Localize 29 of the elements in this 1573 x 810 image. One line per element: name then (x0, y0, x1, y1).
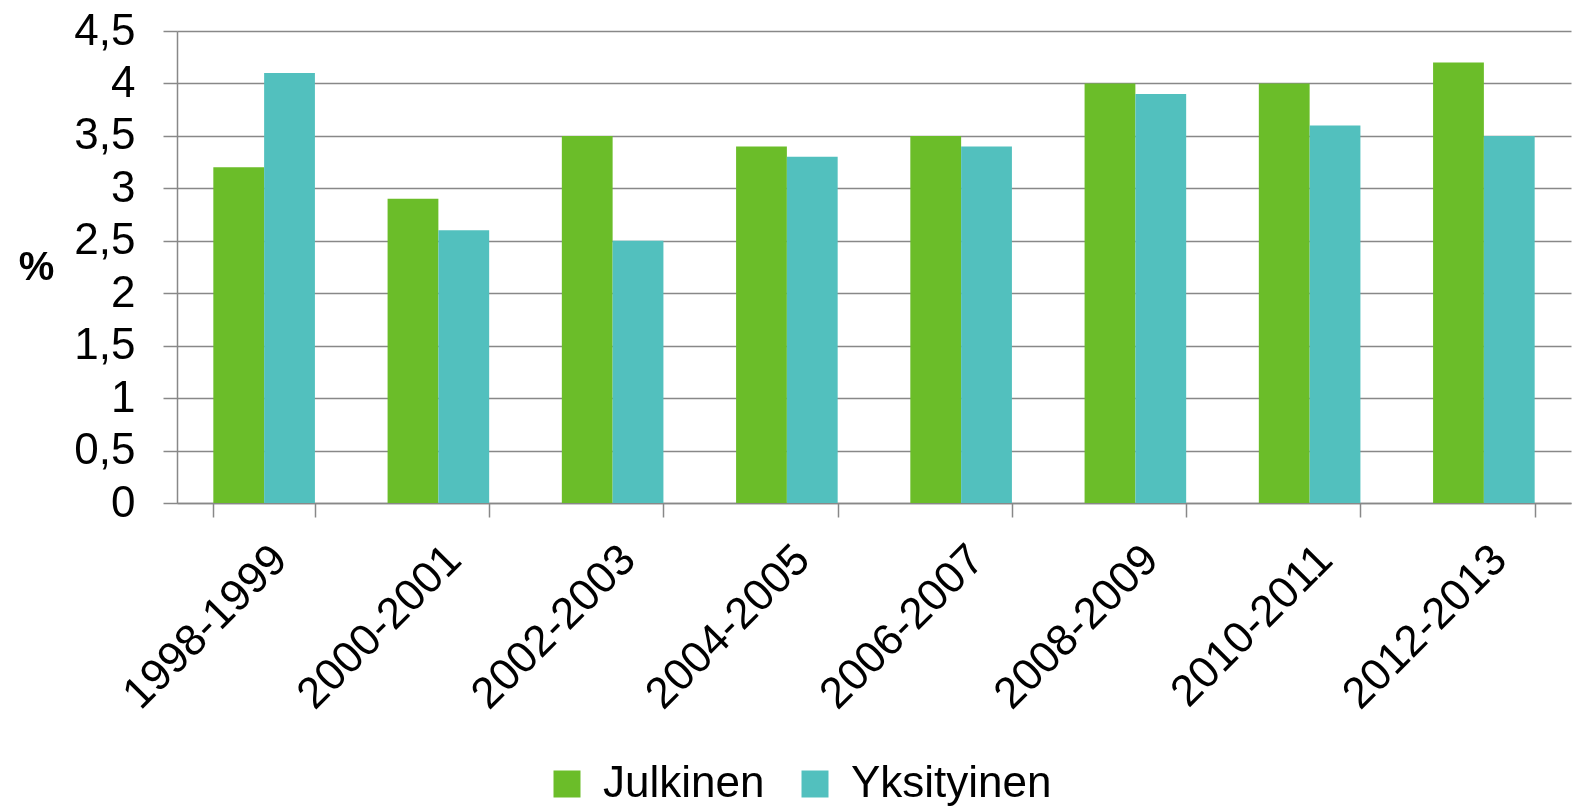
bar (961, 146, 1012, 503)
bar (786, 156, 838, 503)
bar (1084, 83, 1136, 503)
y-axis-title: % (18, 243, 55, 288)
y-tick-label: 0 (111, 476, 136, 526)
bar (264, 72, 315, 503)
bar (1258, 83, 1310, 503)
y-tick-label: 4 (111, 56, 136, 106)
bar (612, 240, 664, 503)
bar (213, 167, 265, 503)
y-tick-label: 1,5 (74, 319, 136, 369)
bar (438, 230, 490, 503)
y-tick-label: 3,5 (74, 109, 136, 159)
legend-label: Julkinen (603, 757, 765, 806)
bar (1135, 93, 1187, 503)
legend-label: Yksityinen (851, 757, 1052, 806)
bar (910, 135, 962, 503)
y-tick-label: 3 (111, 161, 136, 211)
y-tick-label: 0,5 (74, 424, 136, 474)
y-tick-label: 2,5 (74, 214, 136, 264)
bar (736, 146, 787, 503)
y-tick-label: 2 (111, 266, 136, 316)
y-tick-label: 1 (111, 371, 136, 421)
bar (1433, 62, 1484, 503)
bar (561, 135, 613, 503)
y-tick-label: 4,5 (74, 4, 136, 54)
bar (1483, 135, 1535, 503)
bar (1309, 125, 1361, 503)
bar (387, 198, 439, 503)
